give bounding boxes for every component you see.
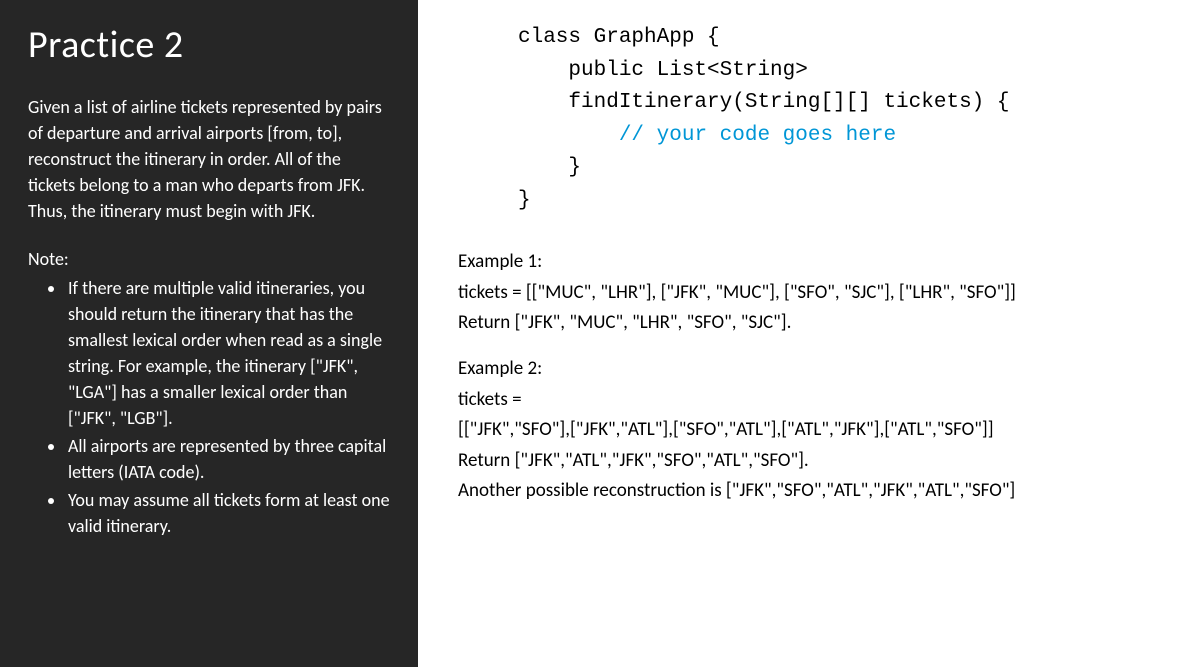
example-tickets: tickets = [["MUC", "LHR"], ["JFK", "MUC"… xyxy=(458,278,1190,308)
example-1: Example 1: tickets = [["MUC", "LHR"], ["… xyxy=(458,247,1190,338)
example-tickets-value: [["JFK","SFO"],["JFK","ATL"],["SFO","ATL… xyxy=(458,415,1190,445)
code-line: class GraphApp { xyxy=(518,26,720,49)
code-line: } xyxy=(518,189,531,212)
note-label: Note: xyxy=(28,246,390,272)
note-item: You may assume all tickets form at least… xyxy=(66,487,390,539)
example-return: Return ["JFK", "MUC", "LHR", "SFO", "SJC… xyxy=(458,308,1190,338)
slide: Practice 2 Given a list of airline ticke… xyxy=(0,0,1200,667)
left-panel: Practice 2 Given a list of airline ticke… xyxy=(0,0,418,667)
notes-list: If there are multiple valid itineraries,… xyxy=(28,275,390,540)
examples: Example 1: tickets = [["MUC", "LHR"], ["… xyxy=(458,247,1190,506)
code-line: } xyxy=(518,156,581,179)
code-comment: // your code goes here xyxy=(619,124,896,147)
example-tickets-label: tickets = xyxy=(458,385,1190,415)
slide-title: Practice 2 xyxy=(28,22,390,68)
note-item: All airports are represented by three ca… xyxy=(66,433,390,485)
note-item: If there are multiple valid itineraries,… xyxy=(66,275,390,432)
example-alt: Another possible reconstruction is ["JFK… xyxy=(458,476,1190,506)
code-line: public List<String> xyxy=(518,59,808,82)
example-title: Example 2: xyxy=(458,354,1190,384)
problem-description: Given a list of airline tickets represen… xyxy=(28,94,390,224)
code-block: class GraphApp { public List<String> fin… xyxy=(458,22,1190,217)
example-2: Example 2: tickets = [["JFK","SFO"],["JF… xyxy=(458,354,1190,506)
example-title: Example 1: xyxy=(458,247,1190,277)
code-indent xyxy=(518,124,619,147)
code-line: findItinerary(String[][] tickets) { xyxy=(518,91,1009,114)
right-panel: class GraphApp { public List<String> fin… xyxy=(418,0,1200,667)
example-return: Return ["JFK","ATL","JFK","SFO","ATL","S… xyxy=(458,446,1190,476)
